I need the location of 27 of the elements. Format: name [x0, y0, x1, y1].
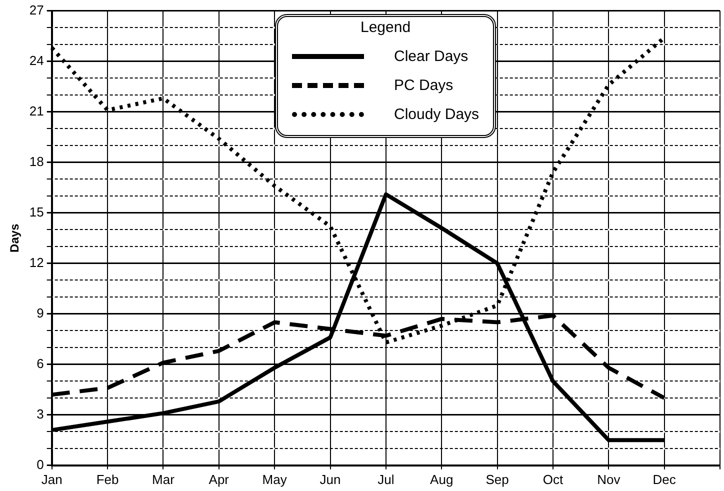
y-tick-label: 6 [36, 356, 44, 371]
y-tick-label: 27 [29, 2, 44, 18]
x-tick-label: Jul [378, 472, 394, 487]
x-tick-label: Feb [96, 472, 119, 487]
legend-label: Clear Days [394, 48, 468, 65]
x-tick-label: Dec [652, 472, 676, 487]
x-tick-label: Sep [486, 472, 509, 487]
legend-label: Cloudy Days [394, 106, 480, 123]
y-tick-label: 21 [29, 103, 44, 118]
y-tick-label: 9 [36, 305, 44, 320]
y-tick-label: 24 [29, 52, 44, 68]
x-tick-label: May [262, 472, 288, 487]
y-tick-label: 0 [36, 456, 44, 472]
y-tick-label: 3 [36, 406, 44, 422]
y-axis-title: Days [8, 223, 22, 252]
x-tick-label: Apr [208, 472, 230, 487]
legend-title: Legend [359, 19, 412, 36]
legend-label: PC Days [394, 77, 454, 94]
x-tick-label: Jun [320, 472, 341, 487]
x-tick-label: Jan [41, 472, 62, 487]
x-tick-label: Aug [430, 472, 454, 487]
y-tick-label: 15 [29, 204, 44, 220]
y-tick-label: 12 [29, 254, 44, 270]
x-tick-label: Nov [597, 472, 621, 487]
y-tick-label: 18 [29, 154, 44, 169]
x-tick-label: Oct [542, 472, 564, 487]
x-tick-label: Mar [152, 472, 176, 487]
